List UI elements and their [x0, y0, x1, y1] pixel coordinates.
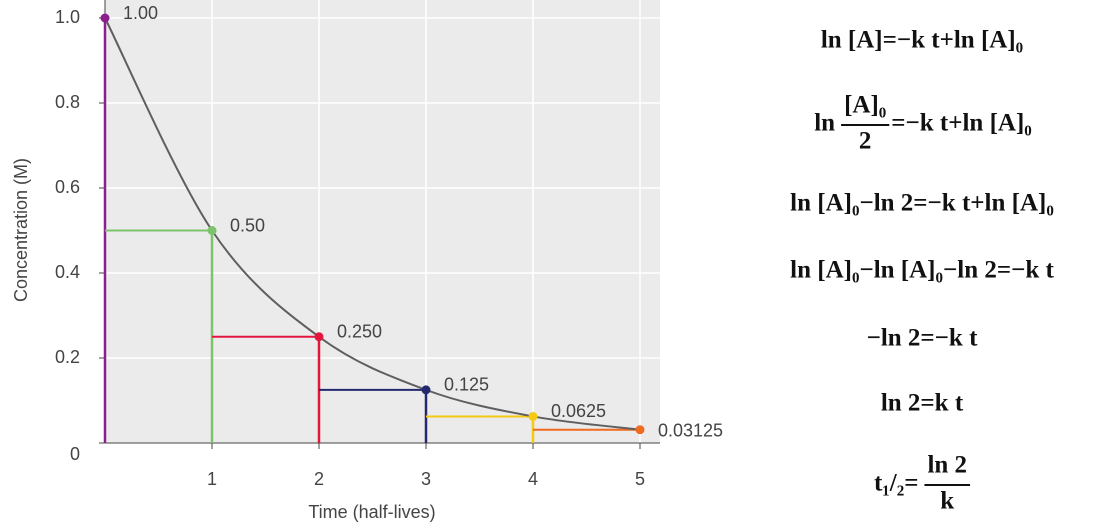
data-label: 0.250	[337, 322, 382, 342]
x-tick-label: 4	[528, 469, 538, 489]
data-label: 0.125	[444, 375, 489, 395]
point	[528, 411, 538, 421]
fraction-denominator: 2	[859, 128, 872, 155]
point	[421, 385, 431, 395]
equation-part: ln	[814, 110, 835, 137]
equation: −ln 2=−k t	[867, 325, 978, 352]
data-label: 0.03125	[658, 420, 723, 440]
x-tick-label: 2	[314, 469, 324, 489]
y-tick-label: 0.8	[55, 92, 80, 112]
fraction-numerator: [A]₀	[844, 92, 886, 119]
fraction-numerator: ln 2	[927, 452, 967, 479]
equation: ln [A]₀−ln [A]₀−ln 2=−k t	[790, 257, 1054, 284]
fraction-denominator: k	[940, 488, 954, 515]
point	[314, 332, 324, 342]
x-axis-label: Time (half-lives)	[308, 502, 435, 522]
equation: ln [A]₀−ln 2=−k t+ln [A]₀	[790, 190, 1054, 217]
y-tick-label: 0	[70, 444, 80, 464]
x-tick-label: 1	[207, 469, 217, 489]
y-tick-label: 0.4	[55, 262, 80, 282]
equation-part: =−k t+ln [A]₀	[891, 110, 1032, 137]
equation: ln [A]=−k t+ln [A]₀	[821, 27, 1023, 54]
y-tick-label: 1.0	[55, 7, 80, 27]
y-tick-label: 0.2	[55, 347, 80, 367]
data-label: 0.50	[230, 215, 265, 235]
data-label: 0.0625	[551, 401, 606, 421]
point	[100, 13, 110, 23]
point	[207, 226, 217, 235]
equation: ln 2=k t	[881, 390, 964, 417]
plot-background	[105, 0, 660, 443]
y-tick-label: 0.6	[55, 177, 80, 197]
x-tick-label: 5	[635, 469, 645, 489]
x-tick-label: 3	[421, 469, 431, 489]
equation-part: t₁/₂=	[874, 470, 919, 497]
point	[635, 425, 645, 435]
y-axis-label: Concentration (M)	[11, 158, 31, 302]
data-label: 1.00	[123, 3, 158, 23]
